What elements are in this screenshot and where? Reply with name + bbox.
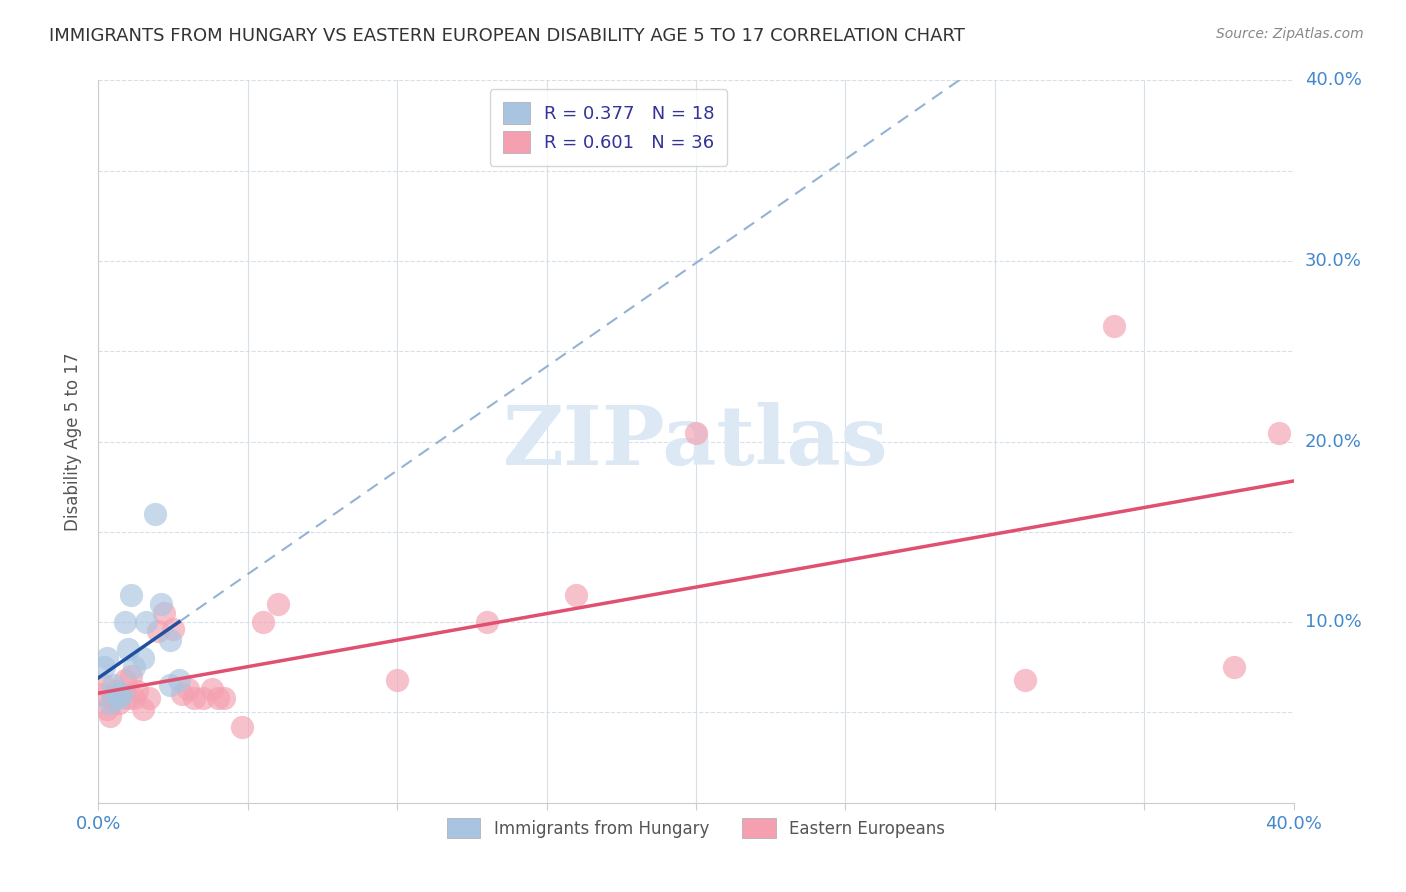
Legend: Immigrants from Hungary, Eastern Europeans: Immigrants from Hungary, Eastern Europea… [440, 812, 952, 845]
Point [105, 687, 128, 701]
Point [138, 691, 160, 706]
Point [143, 507, 166, 521]
Text: 40.0%: 40.0% [1305, 71, 1361, 89]
Point [148, 624, 170, 639]
Text: Source: ZipAtlas.com: Source: ZipAtlas.com [1216, 27, 1364, 41]
Point [120, 669, 142, 683]
Point [90, 687, 112, 701]
Text: 20.0%: 20.0% [1305, 433, 1361, 450]
Point [183, 691, 205, 706]
Point [135, 615, 157, 630]
Text: ZIPatlas: ZIPatlas [503, 401, 889, 482]
Point [177, 681, 200, 696]
Point [103, 678, 125, 692]
Point [132, 651, 155, 665]
Point [124, 691, 146, 706]
Point [159, 633, 181, 648]
Point [267, 597, 290, 611]
Point [93, 660, 115, 674]
Point [1223, 660, 1246, 674]
Point [98, 697, 122, 711]
Point [124, 660, 146, 674]
Y-axis label: Disability Age 5 to 17: Disability Age 5 to 17 [63, 352, 82, 531]
Point [114, 615, 136, 630]
Point [1267, 425, 1289, 440]
Point [172, 687, 194, 701]
Point [150, 597, 173, 611]
Point [108, 697, 131, 711]
Point [117, 691, 139, 706]
Point [162, 623, 184, 637]
Point [475, 615, 498, 630]
Point [201, 681, 224, 696]
Point [252, 615, 274, 630]
Point [108, 691, 131, 706]
Point [93, 678, 115, 692]
Point [111, 687, 134, 701]
Point [117, 642, 139, 657]
Point [1014, 673, 1036, 687]
Text: 30.0%: 30.0% [1305, 252, 1361, 270]
Point [96, 702, 118, 716]
Point [231, 720, 253, 734]
Point [207, 691, 229, 706]
Point [96, 651, 118, 665]
Point [191, 691, 214, 706]
Point [127, 683, 149, 698]
Point [98, 709, 122, 723]
Point [111, 687, 134, 701]
Point [212, 691, 235, 706]
Point [685, 425, 707, 440]
Point [132, 702, 155, 716]
Text: 10.0%: 10.0% [1305, 613, 1361, 632]
Point [167, 673, 190, 687]
Point [105, 683, 128, 698]
Point [565, 588, 588, 602]
Point [153, 606, 176, 620]
Point [120, 588, 142, 602]
Point [385, 673, 409, 687]
Point [114, 673, 136, 687]
Point [159, 678, 181, 692]
Point [103, 691, 125, 706]
Text: IMMIGRANTS FROM HUNGARY VS EASTERN EUROPEAN DISABILITY AGE 5 TO 17 CORRELATION C: IMMIGRANTS FROM HUNGARY VS EASTERN EUROP… [49, 27, 965, 45]
Point [1104, 318, 1126, 333]
